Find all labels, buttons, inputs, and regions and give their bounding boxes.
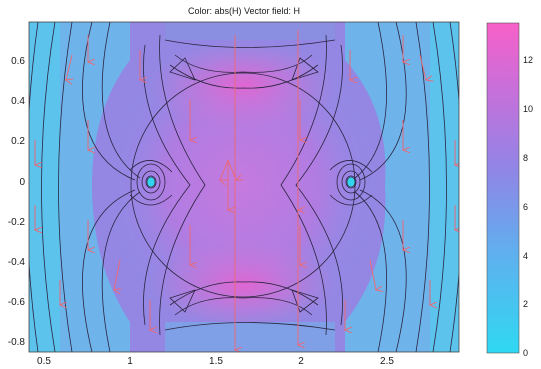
colorbar-gradient <box>486 22 520 354</box>
y-tick-label: -0.2 <box>8 217 26 228</box>
x-axis: 0.5 1 1.5 2 2.5 <box>37 356 394 367</box>
colorbar-tick-label: 12 <box>523 55 533 65</box>
colorbar-tick-label: 0 <box>523 348 528 358</box>
conductor-strip-bottom <box>165 322 335 352</box>
y-tick-label: 0.6 <box>11 56 25 67</box>
y-tick-label: -0.4 <box>8 257 26 268</box>
colorbar-tick-label: 2 <box>523 299 528 309</box>
plot-title: Color: abs(H) Vector field: H <box>188 6 300 16</box>
y-tick-label: 0 <box>19 177 25 188</box>
x-tick-label: 0.5 <box>37 356 51 367</box>
y-tick-label: 0.2 <box>11 136 25 147</box>
colorbar-tick-label: 4 <box>523 251 528 261</box>
y-tick-label: 0.4 <box>11 96 25 107</box>
colorbar-ticks: 0 2 4 6 8 10 12 <box>523 55 533 358</box>
x-tick-label: 1.5 <box>209 356 223 367</box>
colorbar-tick-label: 6 <box>523 202 528 212</box>
contour-lines <box>29 22 459 352</box>
singularity-left <box>146 176 156 188</box>
plot-frame <box>28 21 460 353</box>
field-singularities <box>146 176 356 188</box>
y-axis: 0.6 0.4 0.2 0 -0.2 -0.4 -0.6 -0.8 <box>8 56 26 348</box>
hotspot-upper <box>148 40 338 130</box>
x-tick-label: 2 <box>298 356 304 367</box>
colorbar-tick-label: 8 <box>523 153 528 163</box>
x-tick-label: 1 <box>127 356 133 367</box>
y-tick-label: -0.8 <box>8 337 26 348</box>
conductor-strip-top <box>165 22 335 40</box>
hotspot-lower <box>148 240 338 330</box>
x-tick-label: 2.5 <box>380 356 394 367</box>
y-tick-label: -0.6 <box>8 297 26 308</box>
colorbar-tick-label: 10 <box>523 104 533 114</box>
vector-field-arrows <box>35 30 455 350</box>
plot-area <box>29 22 459 352</box>
singularity-right <box>346 176 356 188</box>
colorbar: 0 2 4 6 8 10 12 <box>486 22 533 358</box>
